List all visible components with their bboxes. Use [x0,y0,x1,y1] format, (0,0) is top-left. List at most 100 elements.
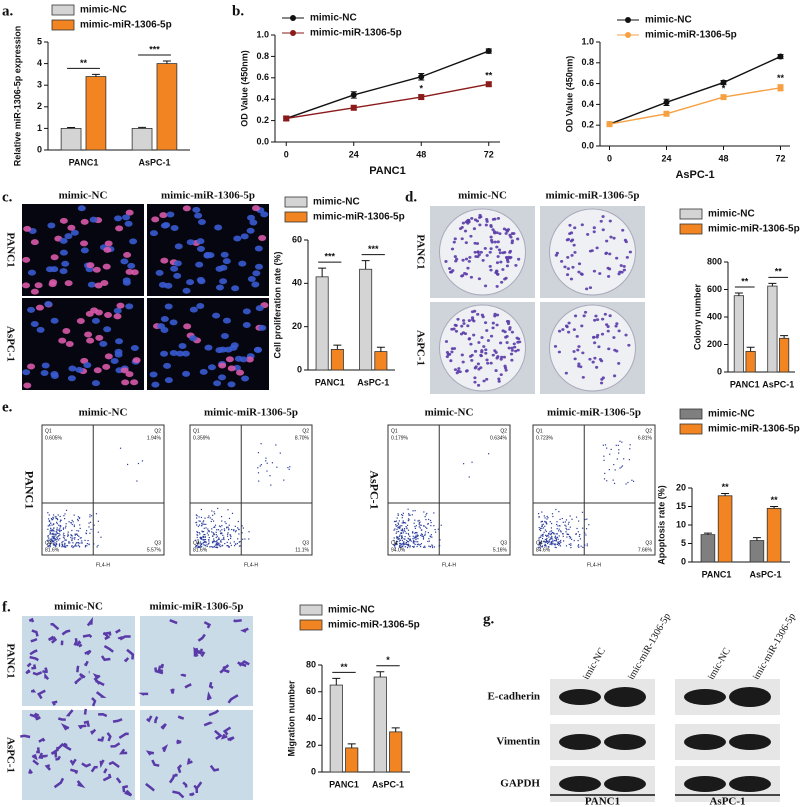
event-dot [241,525,243,527]
event-dot [93,524,95,526]
event-dot [393,544,396,547]
cell [91,697,97,707]
event-dot [58,529,60,531]
cell [496,355,500,358]
cell [121,379,130,386]
significance-label: ** [722,482,730,492]
event-dot [96,546,98,548]
event-dot [403,542,405,544]
cell [467,218,471,222]
event-dot [586,518,588,520]
cell [480,349,484,352]
event-dot [401,539,404,542]
legend-label: mimic-miR-1306-5p [708,424,800,435]
cell [103,768,108,774]
cell [479,250,483,254]
flow-axis-label: FL4-H [442,562,456,568]
lane-label: mimic-miR-1306-5p [747,611,798,688]
event-dot [632,480,635,482]
event-dot [233,530,235,532]
event-dot [203,539,205,541]
cell [564,324,569,328]
event-dot [433,512,435,514]
event-dot [73,524,75,526]
significance-label: *** [324,252,335,262]
event-dot [217,507,219,510]
cell [113,313,122,320]
event-dot [218,537,220,539]
cell [495,272,500,276]
event-dot [271,462,274,464]
dish [549,304,636,392]
event-dot [217,529,219,531]
event-dot [58,524,60,526]
event-dot [413,541,415,543]
event-dot [396,536,398,538]
event-dot [81,540,83,542]
event-dot [47,518,50,520]
event-dot [538,539,540,541]
event-dot [58,544,61,546]
event-dot [547,532,550,535]
event-dot [204,536,206,538]
event-dot [393,520,396,523]
significance-label: ** [771,495,779,505]
event-dot [78,546,81,548]
event-dot [49,546,51,548]
event-dot [578,520,580,522]
cell [182,205,191,212]
event-dot [55,545,57,547]
significance-label: *** [149,44,160,54]
event-dot [57,514,59,516]
x-tick-label: AsPC-1 [762,379,794,389]
cell [573,314,578,318]
cell [254,245,263,252]
cell [186,239,195,246]
cell [238,660,250,667]
y-tick-label: 0.2 [256,115,269,125]
event-dot [48,520,51,523]
event-dot [214,544,216,546]
cell [489,247,493,251]
cell [60,742,72,751]
cell [481,259,485,262]
event-dot [237,520,239,523]
event-dot [548,536,550,538]
event-dot [395,524,397,526]
event-dot [431,544,433,546]
cell [588,286,593,290]
x-axis-label: PANC1 [369,165,405,177]
error-bar [138,126,147,129]
event-dot [49,540,52,542]
cell [561,328,565,331]
cell [592,269,597,273]
cell [461,221,465,225]
event-dot [226,533,229,535]
cell [79,672,86,679]
event-dot [67,531,69,533]
error-bar [752,537,761,541]
cell [461,360,465,364]
event-dot [625,483,627,485]
event-dot [400,532,403,535]
cell [490,238,494,242]
event-dot [565,527,567,530]
cell [493,312,497,316]
event-dot [543,545,546,547]
cell [460,324,464,328]
event-dot [560,531,562,533]
event-dot [67,534,69,537]
event-dot [538,527,540,529]
event-dot [412,542,414,544]
cell [182,287,191,294]
event-dot [550,541,553,543]
event-dot [231,528,233,531]
event-dot [205,523,207,525]
quadrant-value: 0.634% [490,435,508,441]
cell [588,357,592,361]
event-dot [422,538,425,540]
event-dot [579,533,581,536]
event-dot [200,538,202,540]
band [559,689,601,705]
event-dot [541,546,543,548]
